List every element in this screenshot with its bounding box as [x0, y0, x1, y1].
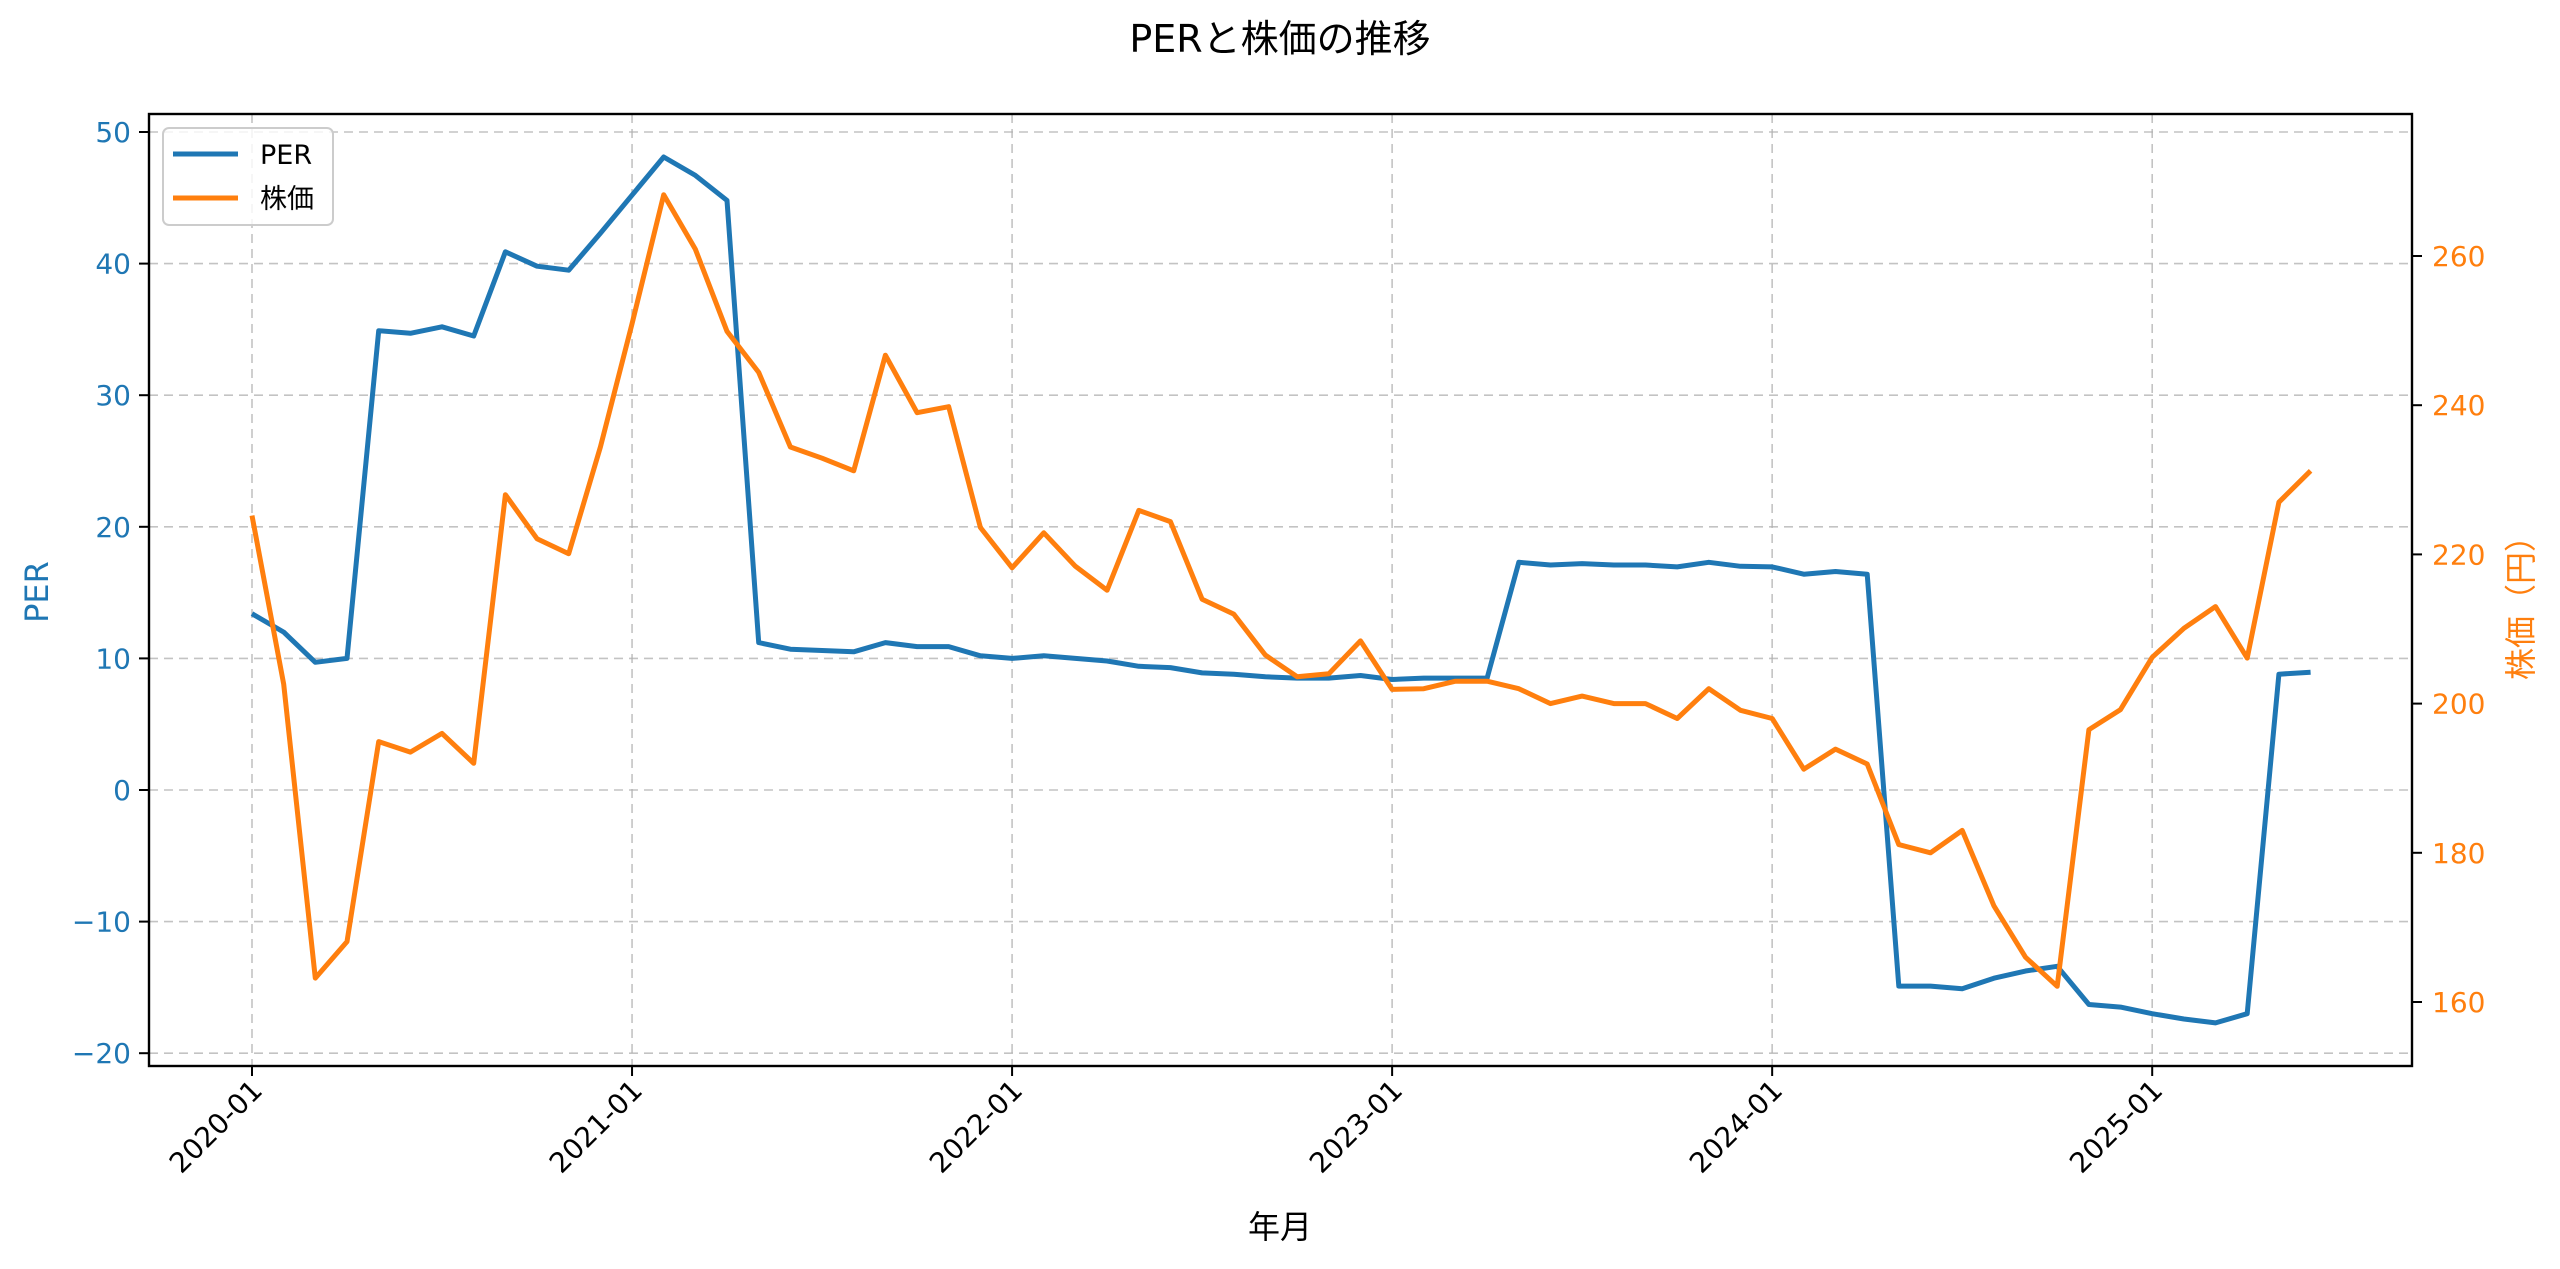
legend: PER 株価 — [162, 127, 334, 226]
left-tick-label: −20 — [72, 1037, 131, 1070]
x-tick-label: 2020-01 — [163, 1074, 269, 1180]
per-line — [250, 154, 2311, 1026]
x-tick-label: 2022-01 — [923, 1074, 1029, 1180]
left-tick-label: 30 — [95, 379, 131, 412]
right-tick-label: 240 — [2432, 389, 2485, 422]
x-tick-label: 2025-01 — [2063, 1074, 2169, 1180]
right-tick-label: 180 — [2432, 837, 2485, 870]
left-y-axis-label: PER — [18, 561, 56, 623]
left-tick-label: 10 — [95, 642, 131, 675]
right-y-axis-label: 株価（円） — [2502, 520, 2540, 680]
plot-series — [249, 154, 2313, 1026]
x-tick-label: 2021-01 — [543, 1074, 649, 1180]
left-tick-label: 50 — [95, 116, 131, 149]
right-tick-label: 160 — [2432, 986, 2485, 1019]
left-tick-label: −10 — [72, 906, 131, 939]
legend-label-per: PER — [260, 140, 312, 171]
left-tick-label: 20 — [95, 511, 131, 544]
plot-frame — [147, 112, 2414, 1068]
chart-title: PERと株価の推移 — [1129, 17, 1430, 61]
x-tick-label: 2023-01 — [1303, 1074, 1409, 1180]
right-tick-label: 260 — [2432, 240, 2485, 273]
right-tick-label: 200 — [2432, 688, 2485, 721]
left-tick-label: 0 — [113, 774, 131, 807]
x-axis-label: 年月 — [1248, 1208, 1312, 1246]
x-axis: 2020-01 2021-01 2022-01 2023-01 2024-01 2025-… — [163, 1066, 2169, 1180]
left-y-axis: 50 40 30 20 10 0 −10 −20 — [72, 116, 149, 1070]
legend-label-price: 株価 — [260, 184, 314, 215]
right-tick-label: 220 — [2432, 538, 2485, 571]
left-tick-label: 40 — [95, 248, 131, 281]
x-tick-label: 2024-01 — [1683, 1074, 1789, 1180]
stock-price-line — [249, 192, 2313, 989]
grid — [149, 114, 2412, 1066]
right-y-axis: 260 240 220 200 180 160 — [2412, 240, 2485, 1019]
